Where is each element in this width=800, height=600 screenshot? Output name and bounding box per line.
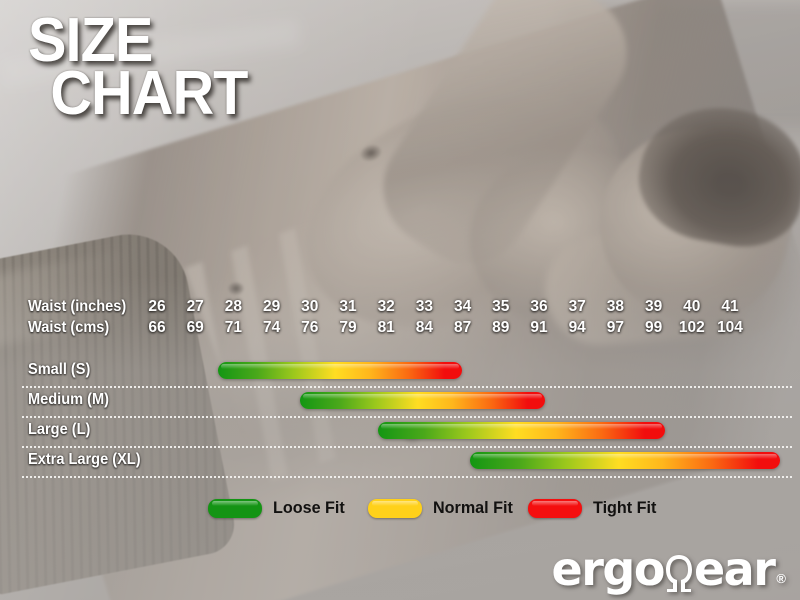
registered-trademark-icon: ® [776,571,786,586]
swatch-gloss [532,500,578,506]
waist-cms-label: Waist (cms) [28,319,110,336]
waist-cm-value: 81 [377,319,395,336]
bar-gloss [381,423,662,429]
size-row: Medium (M) [0,388,800,418]
swatch-gloss [372,500,418,506]
legend-color-swatch [528,498,582,518]
legend-label: Loose Fit [273,498,345,517]
size-row-label: Large (L) [28,421,91,438]
bar-gloss [221,363,459,369]
waist-cm-value: 91 [530,319,548,336]
page-title: SIZE CHART [28,6,248,129]
waist-inch-value: 36 [530,298,548,315]
waist-inch-value: 34 [453,298,472,315]
size-rows: Small (S) Medium (M) Large (L) Extra Large … [0,358,800,478]
waist-inch-value: 31 [339,298,357,315]
row-divider [22,386,792,388]
waist-cm-value: 87 [453,319,472,336]
row-divider [22,446,792,448]
title-line-1: SIZE [28,6,153,75]
row-divider [22,416,792,418]
waist-cm-value: 99 [644,319,663,336]
logo-omega-icon [664,546,694,592]
waist-inch-value: 27 [186,298,204,315]
waist-inch-value: 30 [301,298,319,315]
measurement-header: Waist (inches) 26 27 28 29 30 31 32 33 34 35 36 37 3… [0,298,800,340]
fit-range-bar [378,422,665,439]
swatch-gloss [212,500,258,506]
waist-cm-value: 76 [301,319,319,336]
legend-item: Tight Fit [528,494,660,522]
waist-cm-value: 84 [415,319,434,336]
waist-cm-value: 71 [224,319,243,336]
waist-cm-value: 66 [148,319,166,336]
bar-gloss [303,393,542,399]
title-line-2: CHART [50,59,248,129]
legend-label: Tight Fit [593,498,657,517]
waist-cm-value: 104 [717,319,743,336]
waist-inch-value: 39 [644,298,663,315]
waist-inch-value: 41 [721,298,739,315]
legend-color-swatch [368,498,422,518]
waist-inch-value: 32 [377,298,395,315]
fit-legend: Loose Fit Normal Fit Tight Fit [0,494,800,524]
ergowear-logo: ergo ear ® [552,546,786,592]
waist-inch-value: 38 [606,298,625,315]
waist-inches-values: 26 27 28 29 30 31 32 33 34 35 36 37 38 39 40 41 [140,298,800,319]
size-row: Large (L) [0,418,800,448]
waist-cm-value: 94 [568,319,586,336]
waist-inch-value: 29 [262,298,281,315]
waist-inch-value: 26 [148,298,166,315]
waist-cm-value: 69 [186,319,204,336]
size-row-label: Medium (M) [28,391,109,408]
row-divider [22,476,792,478]
fit-range-bar [218,362,462,379]
bar-gloss [473,453,777,459]
waist-cm-value: 89 [492,319,510,336]
waist-inch-value: 33 [415,298,434,315]
legend-item: Normal Fit [368,494,517,522]
waist-cm-value: 74 [262,319,281,336]
waist-inch-value: 40 [683,298,701,315]
waist-inch-value: 35 [492,298,510,315]
size-row: Small (S) [0,358,800,388]
size-row-label: Extra Large (XL) [28,451,141,468]
waist-inch-value: 37 [568,298,586,315]
fit-range-bar [470,452,780,469]
waist-inches-row: Waist (inches) 26 27 28 29 30 31 32 33 34 35 36 37 3… [0,298,800,319]
waist-cm-value: 102 [678,319,705,336]
waist-inches-label: Waist (inches) [28,298,127,315]
logo-text-part1: ergo [551,542,666,596]
waist-cms-row: Waist (cms) 66 69 71 74 76 79 81 84 87 89 91 94 97 99… [0,319,800,340]
waist-inch-value: 28 [224,298,243,315]
waist-cm-value: 79 [339,319,357,336]
logo-text-part2: ear [693,542,776,596]
waist-cm-value: 97 [606,319,625,336]
size-row: Extra Large (XL) [0,448,800,478]
legend-label: Normal Fit [433,498,513,517]
legend-item: Loose Fit [208,494,349,522]
legend-color-swatch [208,498,262,518]
size-row-label: Small (S) [28,361,91,378]
waist-cms-values: 66 69 71 74 76 79 81 84 87 89 91 94 97 99 102 104 [140,319,800,340]
fit-range-bar [300,392,545,409]
